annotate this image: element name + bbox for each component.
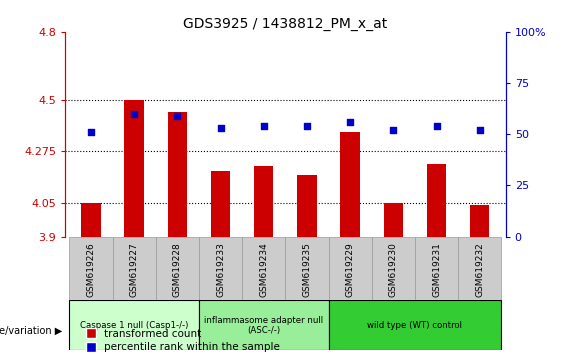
Point bbox=[389, 127, 398, 133]
Text: GSM619229: GSM619229 bbox=[346, 242, 355, 297]
Bar bbox=[340, 132, 360, 237]
Bar bbox=[328, 301, 501, 350]
Bar bbox=[285, 237, 328, 301]
Bar bbox=[168, 112, 187, 237]
Text: GSM619226: GSM619226 bbox=[86, 242, 95, 297]
Bar bbox=[124, 100, 144, 237]
Text: Caspase 1 null (Casp1-/-): Caspase 1 null (Casp1-/-) bbox=[80, 321, 188, 330]
Text: genotype/variation ▶: genotype/variation ▶ bbox=[0, 326, 62, 336]
Bar bbox=[199, 301, 328, 350]
Point bbox=[173, 113, 182, 119]
Point bbox=[302, 123, 311, 129]
Bar bbox=[384, 202, 403, 237]
Text: wild type (WT) control: wild type (WT) control bbox=[367, 321, 462, 330]
Text: GSM619234: GSM619234 bbox=[259, 242, 268, 297]
Bar bbox=[69, 301, 199, 350]
Point bbox=[432, 123, 441, 129]
Text: GSM619235: GSM619235 bbox=[302, 242, 311, 297]
Bar bbox=[112, 237, 156, 301]
Text: GSM619228: GSM619228 bbox=[173, 242, 182, 297]
Bar bbox=[427, 164, 446, 237]
Bar bbox=[415, 237, 458, 301]
Bar bbox=[242, 237, 285, 301]
Text: GSM619230: GSM619230 bbox=[389, 242, 398, 297]
Bar bbox=[69, 237, 112, 301]
Bar bbox=[328, 237, 372, 301]
Text: GSM619227: GSM619227 bbox=[129, 242, 138, 297]
Bar bbox=[372, 237, 415, 301]
Point bbox=[216, 125, 225, 131]
Title: GDS3925 / 1438812_PM_x_at: GDS3925 / 1438812_PM_x_at bbox=[183, 17, 388, 31]
Legend: transformed count, percentile rank within the sample: transformed count, percentile rank withi… bbox=[87, 329, 280, 352]
Point bbox=[129, 111, 138, 116]
Text: GSM619231: GSM619231 bbox=[432, 242, 441, 297]
Bar bbox=[458, 237, 501, 301]
Point bbox=[346, 119, 355, 125]
Bar bbox=[470, 205, 489, 237]
Text: GSM619232: GSM619232 bbox=[475, 242, 484, 297]
Bar bbox=[297, 175, 316, 237]
Bar bbox=[211, 171, 231, 237]
Text: GSM619233: GSM619233 bbox=[216, 242, 225, 297]
Point bbox=[475, 127, 484, 133]
Text: inflammasome adapter null
(ASC-/-): inflammasome adapter null (ASC-/-) bbox=[204, 316, 323, 335]
Bar bbox=[81, 202, 101, 237]
Point bbox=[86, 129, 95, 135]
Point bbox=[259, 123, 268, 129]
Bar bbox=[254, 166, 273, 237]
Bar bbox=[156, 237, 199, 301]
Bar bbox=[199, 237, 242, 301]
